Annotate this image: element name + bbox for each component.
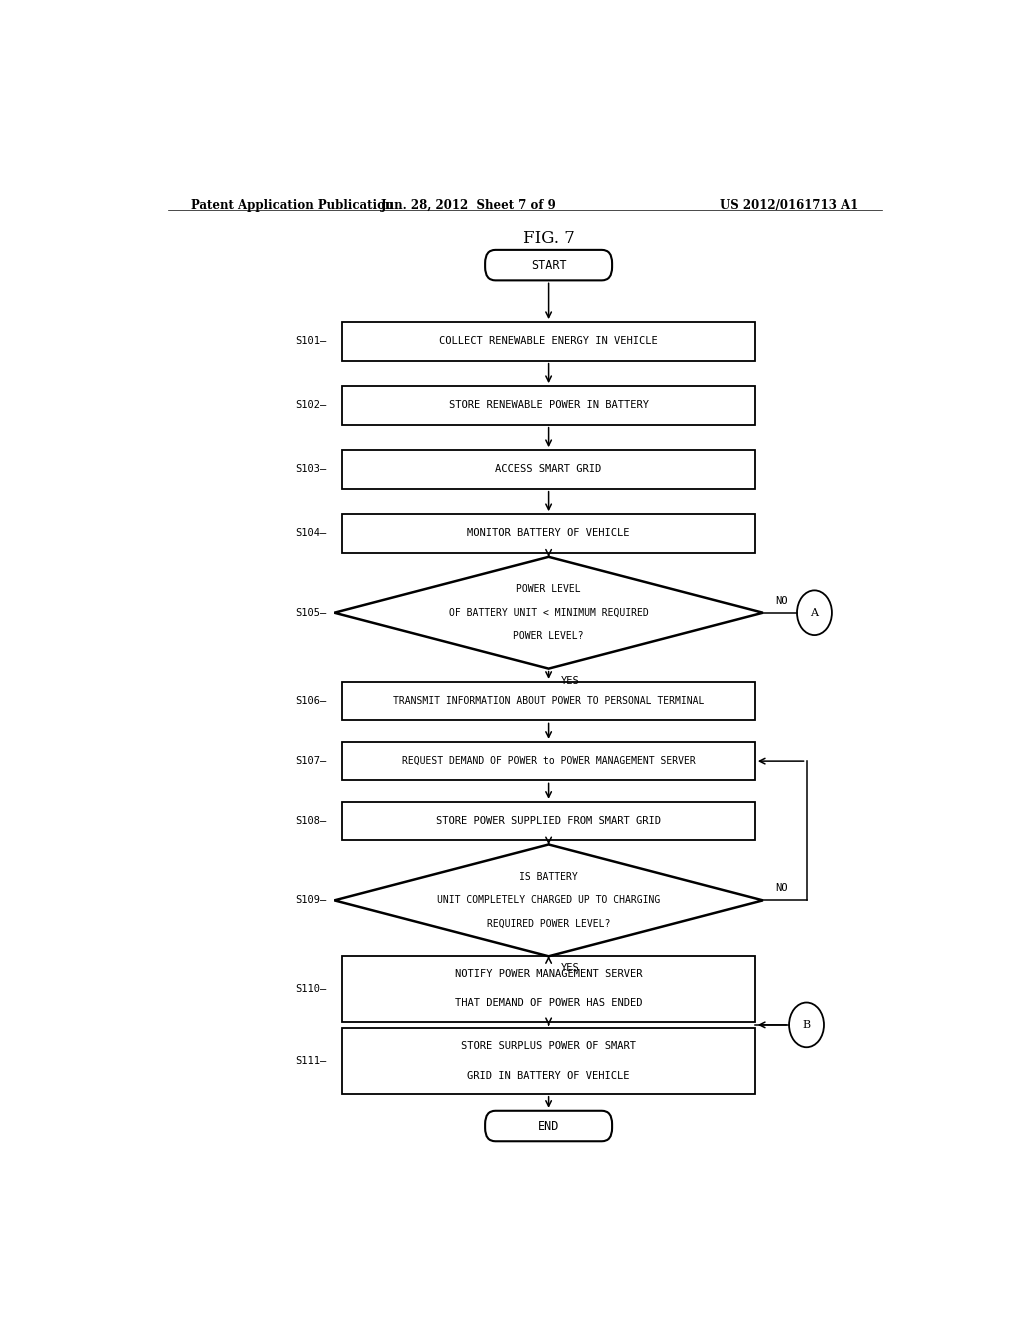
Bar [342, 682, 755, 721]
Text: REQUEST DEMAND OF POWER to POWER MANAGEMENT SERVER: REQUEST DEMAND OF POWER to POWER MANAGEM… [401, 756, 695, 766]
Text: IS BATTERY: IS BATTERY [519, 873, 578, 882]
Bar [342, 801, 755, 841]
Text: POWER LEVEL: POWER LEVEL [516, 585, 581, 594]
Text: FIG. 7: FIG. 7 [522, 230, 574, 247]
Bar [342, 385, 755, 425]
Text: GRID IN BATTERY OF VEHICLE: GRID IN BATTERY OF VEHICLE [467, 1071, 630, 1081]
Text: STORE RENEWABLE POWER IN BATTERY: STORE RENEWABLE POWER IN BATTERY [449, 400, 648, 411]
FancyBboxPatch shape [485, 1110, 612, 1142]
Text: STORE SURPLUS POWER OF SMART: STORE SURPLUS POWER OF SMART [461, 1041, 636, 1051]
Text: US 2012/0161713 A1: US 2012/0161713 A1 [720, 199, 858, 213]
Text: S106—: S106— [295, 696, 327, 706]
Text: NO: NO [775, 595, 787, 606]
Text: S109—: S109— [295, 895, 327, 906]
Text: NO: NO [775, 883, 787, 894]
FancyBboxPatch shape [485, 249, 612, 280]
Text: S107—: S107— [295, 756, 327, 766]
Text: S101—: S101— [295, 337, 327, 346]
Text: S102—: S102— [295, 400, 327, 411]
Text: STORE POWER SUPPLIED FROM SMART GRID: STORE POWER SUPPLIED FROM SMART GRID [436, 816, 662, 826]
Text: MONITOR BATTERY OF VEHICLE: MONITOR BATTERY OF VEHICLE [467, 528, 630, 539]
Text: S108—: S108— [295, 816, 327, 826]
Bar [342, 1028, 755, 1094]
Text: START: START [530, 259, 566, 272]
Text: S111—: S111— [295, 1056, 327, 1067]
Text: NOTIFY POWER MANAGEMENT SERVER: NOTIFY POWER MANAGEMENT SERVER [455, 969, 642, 979]
Polygon shape [334, 557, 763, 669]
Bar [342, 450, 755, 488]
Text: OF BATTERY UNIT < MINIMUM REQUIRED: OF BATTERY UNIT < MINIMUM REQUIRED [449, 607, 648, 618]
Text: YES: YES [560, 676, 580, 686]
Polygon shape [334, 845, 763, 956]
Text: END: END [538, 1119, 559, 1133]
Text: YES: YES [560, 964, 580, 973]
Text: THAT DEMAND OF POWER HAS ENDED: THAT DEMAND OF POWER HAS ENDED [455, 998, 642, 1008]
Text: S110—: S110— [295, 983, 327, 994]
Text: S103—: S103— [295, 465, 327, 474]
Text: COLLECT RENEWABLE ENERGY IN VEHICLE: COLLECT RENEWABLE ENERGY IN VEHICLE [439, 337, 658, 346]
Text: REQUIRED POWER LEVEL?: REQUIRED POWER LEVEL? [487, 919, 610, 929]
Text: Patent Application Publication: Patent Application Publication [191, 199, 394, 213]
Text: ACCESS SMART GRID: ACCESS SMART GRID [496, 465, 602, 474]
Bar [342, 956, 755, 1022]
Bar [342, 322, 755, 360]
Text: A: A [810, 607, 818, 618]
Text: B: B [803, 1020, 811, 1030]
Bar [342, 742, 755, 780]
Text: TRANSMIT INFORMATION ABOUT POWER TO PERSONAL TERMINAL: TRANSMIT INFORMATION ABOUT POWER TO PERS… [393, 696, 705, 706]
Text: S105—: S105— [295, 607, 327, 618]
Text: POWER LEVEL?: POWER LEVEL? [513, 631, 584, 642]
Text: UNIT COMPLETELY CHARGED UP TO CHARGING: UNIT COMPLETELY CHARGED UP TO CHARGING [437, 895, 660, 906]
Text: Jun. 28, 2012  Sheet 7 of 9: Jun. 28, 2012 Sheet 7 of 9 [381, 199, 557, 213]
Bar [342, 515, 755, 553]
Text: S104—: S104— [295, 528, 327, 539]
